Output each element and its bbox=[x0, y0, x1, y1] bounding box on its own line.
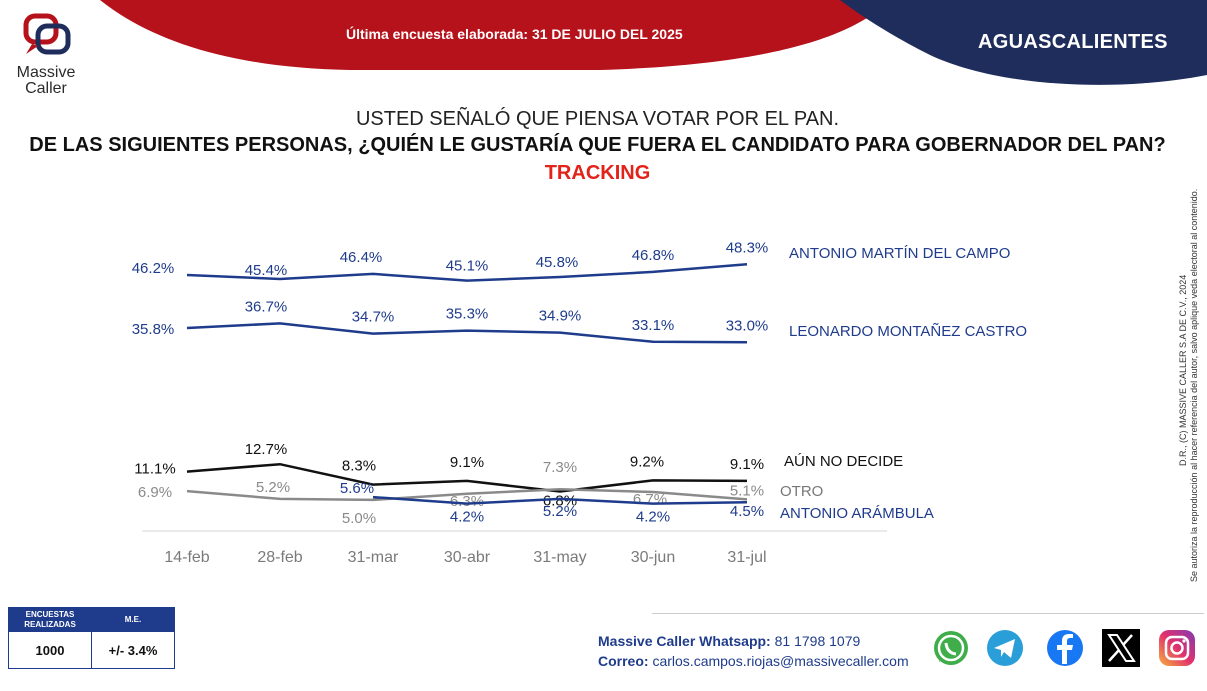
data-label: 6.3% bbox=[450, 493, 484, 510]
whatsapp-line: Massive Caller Whatsapp: 81 1798 1079 bbox=[598, 633, 860, 649]
series-line-1 bbox=[186, 322, 748, 344]
question-line1: USTED SEÑALÓ QUE PIENSA VOTAR POR EL PAN… bbox=[355, 108, 840, 130]
x-tick-label: 31-jul bbox=[727, 549, 766, 566]
data-label: 5.6% bbox=[340, 480, 374, 497]
stats-box: ENCUESTAS REALIZADAS M.E. 1000 +/- 3.4% bbox=[8, 606, 175, 670]
red-banner bbox=[100, 0, 890, 70]
data-label: 5.0% bbox=[342, 510, 376, 527]
copyright-note: D.R., (C) MASSIVE CALLER S.A DE C.V., 20… bbox=[1178, 274, 1188, 466]
last-survey-label: Última encuesta elaborada: bbox=[346, 26, 529, 42]
logo-mark-icon bbox=[23, 13, 71, 55]
data-label: 34.9% bbox=[539, 308, 582, 325]
data-label: 9.1% bbox=[730, 456, 764, 473]
margin-error-header: M.E. bbox=[91, 606, 175, 633]
facebook-icon[interactable] bbox=[1045, 628, 1085, 668]
data-label: 46.8% bbox=[632, 247, 675, 264]
logo-line1: Massive bbox=[16, 64, 76, 81]
x-tick-label: 30-abr bbox=[444, 549, 491, 566]
series-name-label: LEONARDO MONTAÑEZ CASTRO bbox=[789, 323, 1027, 340]
series-line-0 bbox=[186, 263, 748, 282]
data-label: 48.3% bbox=[726, 239, 769, 256]
data-label: 7.3% bbox=[543, 459, 577, 476]
data-label: 35.3% bbox=[446, 306, 489, 323]
whatsapp-number[interactable]: 81 1798 1079 bbox=[774, 633, 861, 649]
region-title: AGUASCALIENTES bbox=[978, 31, 1168, 53]
question-block-2: DE LAS SIGUIENTES PERSONAS, ¿QUIÉN LE GU… bbox=[0, 134, 1195, 157]
data-label: 12.7% bbox=[245, 441, 288, 458]
data-label: 6.7% bbox=[633, 491, 667, 508]
x-tick-label: 30-jun bbox=[631, 549, 675, 566]
data-label: 4.2% bbox=[450, 509, 484, 526]
data-label: 4.5% bbox=[730, 503, 764, 520]
header-banner bbox=[100, 0, 1207, 85]
series-name-label: ANTONIO MARTÍN DEL CAMPO bbox=[789, 245, 1010, 262]
email-label: Correo: bbox=[598, 653, 649, 669]
data-label: 34.7% bbox=[352, 309, 395, 326]
surveys-value: 1000 bbox=[8, 631, 92, 670]
stats-table: ENCUESTAS REALIZADAS M.E. 1000 +/- 3.4% bbox=[8, 606, 175, 670]
massive-caller-logo: Massive Caller bbox=[6, 10, 86, 100]
series-name-label: OTRO bbox=[780, 483, 823, 500]
data-label: 5.1% bbox=[730, 482, 764, 499]
data-label: 35.8% bbox=[132, 321, 175, 338]
data-label: 5.2% bbox=[256, 479, 290, 496]
data-label: 45.4% bbox=[245, 262, 288, 279]
question-line2: DE LAS SIGUIENTES PERSONAS, ¿QUIÉN LE GU… bbox=[29, 134, 1166, 156]
whatsapp-icon[interactable] bbox=[931, 628, 971, 668]
x-tick-label: 31-mar bbox=[348, 549, 399, 566]
x-tick-label: 14-feb bbox=[164, 549, 209, 566]
email-address[interactable]: carlos.campos.riojas@massivecaller.com bbox=[652, 653, 909, 669]
footer-divider bbox=[652, 613, 1204, 614]
x-tick-label: 31-may bbox=[533, 549, 586, 566]
question-block-3: TRACKING bbox=[0, 162, 1195, 185]
data-label: 46.4% bbox=[340, 249, 383, 266]
data-label: 6.8% bbox=[543, 493, 577, 510]
data-label: 36.7% bbox=[245, 298, 288, 315]
data-label: 8.3% bbox=[342, 458, 376, 475]
series-name-label: ANTONIO ARÁMBULA bbox=[780, 505, 934, 522]
x-tick-label: 28-feb bbox=[257, 549, 302, 566]
series-line-4 bbox=[372, 495, 748, 505]
series-line-3 bbox=[186, 487, 748, 502]
margin-error-value: +/- 3.4% bbox=[91, 631, 175, 670]
logo-line2: Caller bbox=[25, 80, 67, 97]
telegram-icon[interactable] bbox=[985, 628, 1025, 668]
data-label: 45.8% bbox=[536, 254, 579, 271]
last-survey-text: Última encuesta elaborada: 31 DE JULIO D… bbox=[346, 26, 683, 42]
series-name-label: AÚN NO DECIDE bbox=[784, 453, 903, 470]
data-label: 6.9% bbox=[138, 484, 172, 501]
data-label: 46.2% bbox=[132, 260, 175, 277]
navy-banner bbox=[840, 0, 1207, 85]
data-label: 5.2% bbox=[543, 503, 577, 520]
data-label: 33.0% bbox=[726, 317, 769, 334]
data-label: 4.2% bbox=[636, 509, 670, 526]
instagram-icon[interactable] bbox=[1157, 628, 1197, 668]
tracking-label: TRACKING bbox=[544, 162, 651, 184]
data-label: 33.1% bbox=[632, 317, 675, 334]
whatsapp-label: Massive Caller Whatsapp: bbox=[598, 633, 771, 649]
reproduction-note: Se autoriza la reproducción al hacer ref… bbox=[1189, 188, 1199, 582]
data-label: 11.1% bbox=[134, 461, 175, 478]
series-line-2 bbox=[186, 462, 748, 493]
data-label: 9.1% bbox=[450, 454, 484, 471]
data-label: 9.2% bbox=[630, 453, 664, 470]
question-block: USTED SEÑALÓ QUE PIENSA VOTAR POR EL PAN… bbox=[0, 108, 1195, 131]
surveys-header: ENCUESTAS REALIZADAS bbox=[8, 606, 92, 633]
data-label: 45.1% bbox=[446, 258, 489, 275]
last-survey-date: 31 DE JULIO DEL 2025 bbox=[531, 26, 683, 42]
x-icon[interactable] bbox=[1101, 628, 1141, 668]
email-line: Correo: carlos.campos.riojas@massivecall… bbox=[598, 653, 909, 669]
